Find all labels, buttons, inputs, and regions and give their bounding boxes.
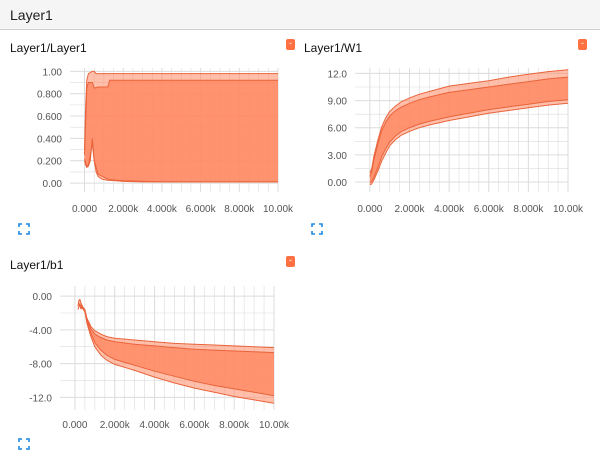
run-group-header[interactable]: Layer1 <box>0 0 600 30</box>
x-tick-label: 0.000 <box>62 420 87 431</box>
x-tick-label: 2.000k <box>100 420 131 431</box>
scalar-chart-w1[interactable]: 0.00 3.00 6.00 9.00 12.0 0.000 2.000k 4.000k 6.0… <box>300 60 600 220</box>
x-tick-label: 8.000k <box>513 204 544 215</box>
series-line-band-outer-upper <box>369 69 569 174</box>
card-menu-icon[interactable]: - <box>578 39 587 50</box>
series-line-band-inner-upper <box>78 303 275 354</box>
x-tick-label: 0.000 <box>72 204 97 215</box>
series-band-inner <box>84 80 278 182</box>
y-tick-label: 0.00 <box>328 178 348 189</box>
x-tick-label: 6.000k <box>474 204 505 215</box>
y-tick-label: 6.00 <box>328 124 348 135</box>
x-tick-label: 8.000k <box>219 420 250 431</box>
expand-icon[interactable] <box>18 438 30 450</box>
series-line-band-inner-lower <box>369 99 569 184</box>
series-line-band-outer-upper <box>84 70 278 150</box>
y-tick-label: -12.0 <box>29 393 52 404</box>
x-tick-label: 2.000k <box>108 204 139 215</box>
y-tick-label: 0.200 <box>37 157 62 168</box>
series-line-band-outer-lower <box>369 102 569 186</box>
x-tick-label: 4.000k <box>147 204 178 215</box>
scalar-chart-b1[interactable]: 0.00 -4.00 -8.00 -12.0 0.000 2.000k 4.000k 6.00… <box>0 278 300 436</box>
y-tick-label: -8.00 <box>29 360 52 371</box>
series-line-band-inner-lower <box>78 305 275 397</box>
x-tick-label: 10.00k <box>263 204 294 215</box>
y-tick-label: 0.800 <box>37 90 62 101</box>
expand-icon[interactable] <box>18 223 30 235</box>
series-band-inner <box>78 303 275 396</box>
card-menu-icon[interactable]: - <box>286 256 295 267</box>
y-tick-label: 0.600 <box>37 112 62 123</box>
card-title: Layer1/Layer1 <box>10 41 87 55</box>
series-band-inner <box>369 77 568 183</box>
scalar-chart-layer1[interactable]: 0.00 0.200 0.400 0.600 0.800 1.00 0.000 2.000k 4… <box>0 60 300 220</box>
y-tick-label: 9.00 <box>328 97 348 108</box>
series-line-band-inner-upper <box>369 76 569 177</box>
series-line-band-inner-lower <box>84 143 278 183</box>
series-line-band-outer-lower <box>77 302 275 404</box>
x-tick-label: 4.000k <box>434 204 465 215</box>
x-tick-label: 2.000k <box>394 204 425 215</box>
y-tick-label: 0.00 <box>43 179 63 190</box>
card-title: Layer1/b1 <box>10 258 64 272</box>
y-tick-label: 0.00 <box>33 292 53 303</box>
y-tick-label: 3.00 <box>328 151 348 162</box>
x-tick-label: 6.000k <box>179 420 210 431</box>
x-tick-label: 10.00k <box>553 204 584 215</box>
x-tick-label: 4.000k <box>140 420 171 431</box>
y-tick-label: 0.400 <box>37 134 62 145</box>
x-tick-label: 0.000 <box>357 204 382 215</box>
x-tick-label: 10.00k <box>259 420 290 431</box>
series-line-band-inner-upper <box>84 79 278 156</box>
card-menu-icon[interactable]: - <box>286 39 295 50</box>
series-line-band-outer-upper <box>77 298 275 349</box>
run-group-title: Layer1 <box>10 7 53 23</box>
card-title: Layer1/W1 <box>304 41 363 55</box>
x-tick-label: 8.000k <box>224 204 255 215</box>
x-tick-label: 6.000k <box>186 204 217 215</box>
y-tick-label: 1.00 <box>43 67 63 78</box>
y-tick-label: -4.00 <box>29 326 52 337</box>
expand-icon[interactable] <box>311 223 323 235</box>
y-tick-label: 12.0 <box>328 69 348 80</box>
